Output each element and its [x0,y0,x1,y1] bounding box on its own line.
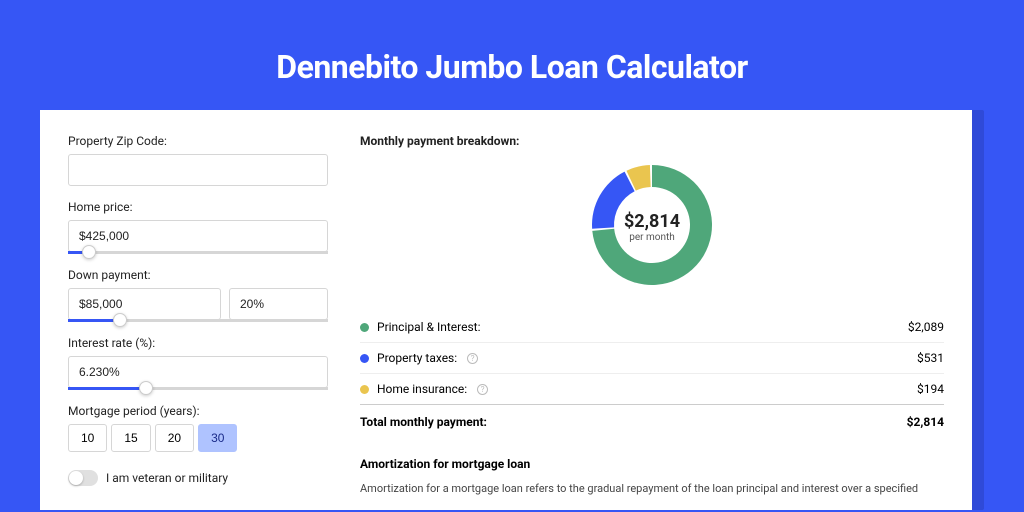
legend-row: Principal & Interest: $2,089 [360,312,944,343]
interest-group: Interest rate (%): [68,336,328,390]
veteran-toggle-knob [69,471,83,485]
calculator-card: Property Zip Code: Home price: Down paym… [40,110,972,510]
zip-field-group: Property Zip Code: [68,134,328,186]
legend: Principal & Interest: $2,089 Property taxe… [360,312,944,405]
legend-dot [360,323,369,332]
veteran-row: I am veteran or military [68,470,328,486]
zip-label: Property Zip Code: [68,134,328,148]
card-shadow: Property Zip Code: Home price: Down paym… [40,110,984,510]
breakdown-title: Monthly payment breakdown: [360,134,944,148]
period-option-30[interactable]: 30 [198,424,237,452]
down-payment-slider[interactable] [68,319,328,322]
down-payment-slider-thumb[interactable] [113,313,127,327]
legend-value: $194 [917,382,944,396]
down-payment-label: Down payment: [68,268,328,282]
period-option-15[interactable]: 15 [111,424,150,452]
interest-label: Interest rate (%): [68,336,328,350]
legend-label: Property taxes: [377,351,457,365]
zip-input[interactable] [68,154,328,186]
legend-value: $531 [917,351,944,365]
legend-label: Principal & Interest: [377,320,481,334]
interest-input[interactable] [68,356,328,388]
info-icon[interactable]: ? [477,384,488,395]
legend-label: Home insurance: [377,382,467,396]
home-price-slider[interactable] [68,251,328,254]
total-label: Total monthly payment: [360,415,487,429]
legend-value: $2,089 [908,320,944,334]
legend-row: Property taxes:? $531 [360,343,944,374]
down-payment-pct-input[interactable] [229,288,328,320]
total-value: $2,814 [907,415,944,429]
home-price-group: Home price: [68,200,328,254]
home-price-label: Home price: [68,200,328,214]
down-payment-group: Down payment: [68,268,328,322]
veteran-label: I am veteran or military [106,471,228,485]
donut-chart: $2,814 per month [360,160,944,294]
period-label: Mortgage period (years): [68,404,328,418]
amortization-title: Amortization for mortgage loan [360,457,944,471]
legend-dot [360,385,369,394]
page-title: Dennebito Jumbo Loan Calculator [0,0,1024,110]
donut-center: $2,814 per month [624,211,680,243]
inputs-column: Property Zip Code: Home price: Down paym… [68,134,328,510]
home-price-input[interactable] [68,220,328,252]
veteran-toggle[interactable] [68,470,98,486]
home-price-slider-thumb[interactable] [82,245,96,259]
interest-slider[interactable] [68,387,328,390]
period-option-20[interactable]: 20 [155,424,194,452]
breakdown-column: Monthly payment breakdown: $2,814 per mo… [360,134,944,510]
interest-slider-thumb[interactable] [139,381,153,395]
info-icon[interactable]: ? [467,353,478,364]
total-row: Total monthly payment: $2,814 [360,405,944,439]
legend-row: Home insurance:? $194 [360,374,944,405]
legend-dot [360,354,369,363]
donut-amount: $2,814 [624,211,680,232]
period-group: Mortgage period (years): 10152030 [68,404,328,452]
donut-sub: per month [624,232,680,243]
amortization-text: Amortization for a mortgage loan refers … [360,481,944,498]
period-options: 10152030 [68,424,328,452]
down-payment-input[interactable] [68,288,221,320]
period-option-10[interactable]: 10 [68,424,107,452]
